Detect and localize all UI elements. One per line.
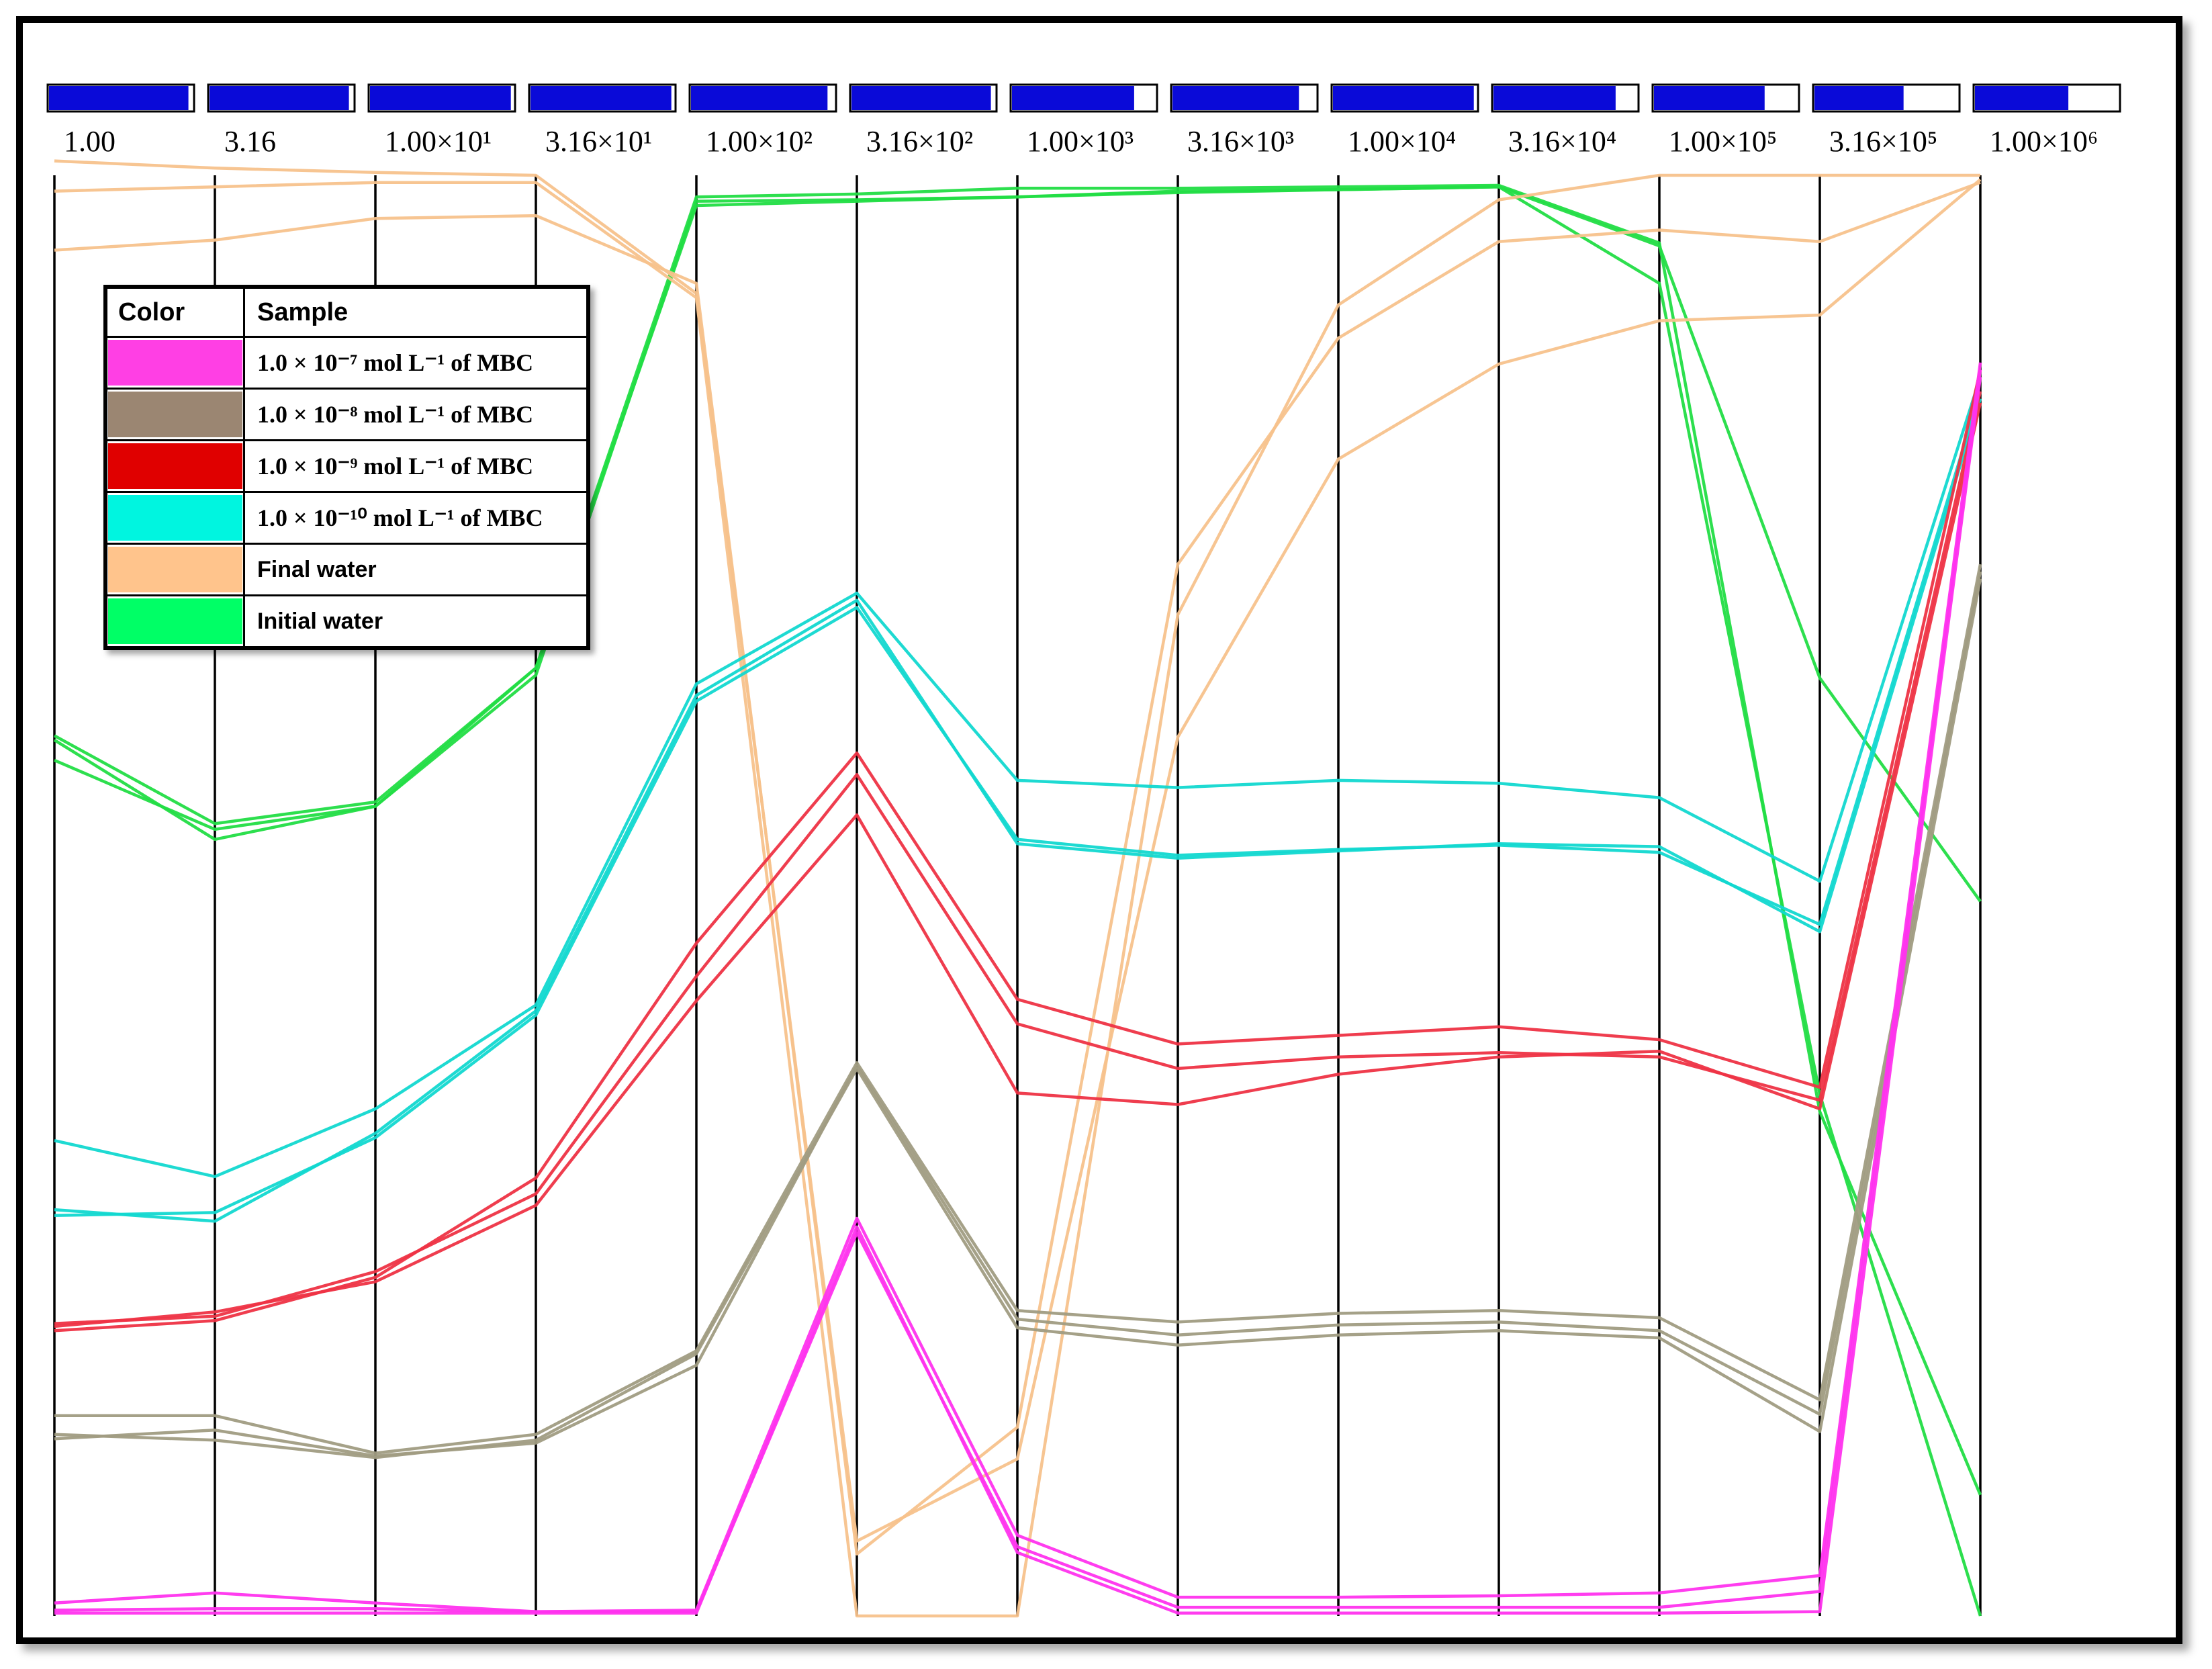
axis-tick-label: 3.16×10⁵ [1829,125,1937,158]
legend-swatch [108,443,242,489]
series-line-mbc7 [54,362,1982,1613]
legend-entry: Final water [107,543,586,594]
legend-label: Final water [257,556,377,582]
series-line-final [54,159,1982,1543]
legend: Color Sample 1.0 × 10⁻⁷ mol L⁻¹ of MBC 1… [103,285,590,650]
axis-tick-label: 1.00×10⁶ [1990,125,2098,158]
legend-swatch [108,495,242,541]
series-line-mbc7 [54,369,1982,1613]
parallel-coordinates-chart: 1.00 3.16 1.00×10¹ 3.16×10¹ 1.00×10² 3.16×10²… [46,83,2121,1618]
axis-range-fill [691,86,828,110]
series-line-mbc10 [54,398,1982,1223]
series-line-mbc8 [54,563,1982,1455]
series-line-initial [53,183,1982,1496]
series-line-mbc8 [54,578,1982,1459]
series-lines [53,159,1982,1618]
axis-range-fill [1172,86,1299,110]
axis-range-fill [49,86,189,110]
axis-tick-label: 1.00×10¹ [385,125,492,158]
axis-tick-label: 1.00×10⁴ [1348,125,1456,158]
legend-label: 1.0 × 10⁻¹⁰ mol L⁻¹ of MBC [257,504,543,531]
axis-range-fill [1654,86,1765,110]
legend-entry: 1.0 × 10⁻¹⁰ mol L⁻¹ of MBC [107,491,586,543]
axis-tick-label: 1.00×10³ [1027,125,1134,158]
legend-header-color: Color [107,289,245,336]
legend-header-row: Color Sample [107,289,586,336]
series-line-mbc10 [54,376,1982,1179]
series-line-mbc9 [54,369,1982,1333]
legend-entry: Initial water [107,594,586,646]
axis-range-fill [210,86,349,110]
axis-range-fill [1814,86,1904,110]
series-line-mbc10 [54,391,1982,1217]
axis-range-fill [1012,86,1134,110]
axis-range-fill [1975,86,2069,110]
axis-tick-label: 1.00×10⁵ [1669,125,1777,158]
legend-swatch [108,598,242,644]
legend-header-sample: Sample [257,298,349,326]
series-line-mbc9 [54,402,1982,1328]
legend-label: 1.0 × 10⁻⁸ mol L⁻¹ of MBC [257,401,534,428]
axis-tick-label: 3.16×10⁴ [1508,125,1616,158]
legend-swatch [108,392,242,437]
series-line-mbc9 [54,391,1982,1325]
legend-swatch [108,340,242,386]
axis-range-bars [46,83,2121,113]
legend-entry: 1.0 × 10⁻⁹ mol L⁻¹ of MBC [107,439,586,491]
chart-frame: 1.00 3.16 1.00×10¹ 3.16×10¹ 1.00×10² 3.16×10²… [16,16,2182,1644]
axis-tick-label: 3.16×10² [866,125,973,158]
axis-tick-label: 3.16 [224,125,276,158]
legend-entry: 1.0 × 10⁻⁷ mol L⁻¹ of MBC [107,336,586,388]
series-line-final [54,173,1980,1618]
legend-label: 1.0 × 10⁻⁹ mol L⁻¹ of MBC [257,453,534,480]
axis-range-fill [1493,86,1616,110]
axis-tick-label: 1.00×10² [706,125,813,158]
axis-range-fill [531,86,672,110]
axis-range-fill [1333,86,1474,110]
axis-labels: 1.00 3.16 1.00×10¹ 3.16×10¹ 1.00×10² 3.16×10²… [64,125,2098,158]
legend-entry: 1.0 × 10⁻⁸ mol L⁻¹ of MBC [107,388,586,439]
series-line-initial [53,185,1982,1617]
legend-label: 1.0 × 10⁻⁷ mol L⁻¹ of MBC [257,349,534,376]
axis-tick-label: 3.16×10¹ [545,125,652,158]
axis-tick-label: 1.00 [64,125,116,158]
axis-range-fill [851,86,991,110]
series-line-mbc7 [54,377,1982,1615]
legend-swatch [108,547,242,592]
legend-label: Initial water [257,608,383,634]
axis-tick-label: 3.16×10³ [1187,125,1294,158]
axis-range-fill [370,86,511,110]
series-line-final [54,181,1981,1556]
